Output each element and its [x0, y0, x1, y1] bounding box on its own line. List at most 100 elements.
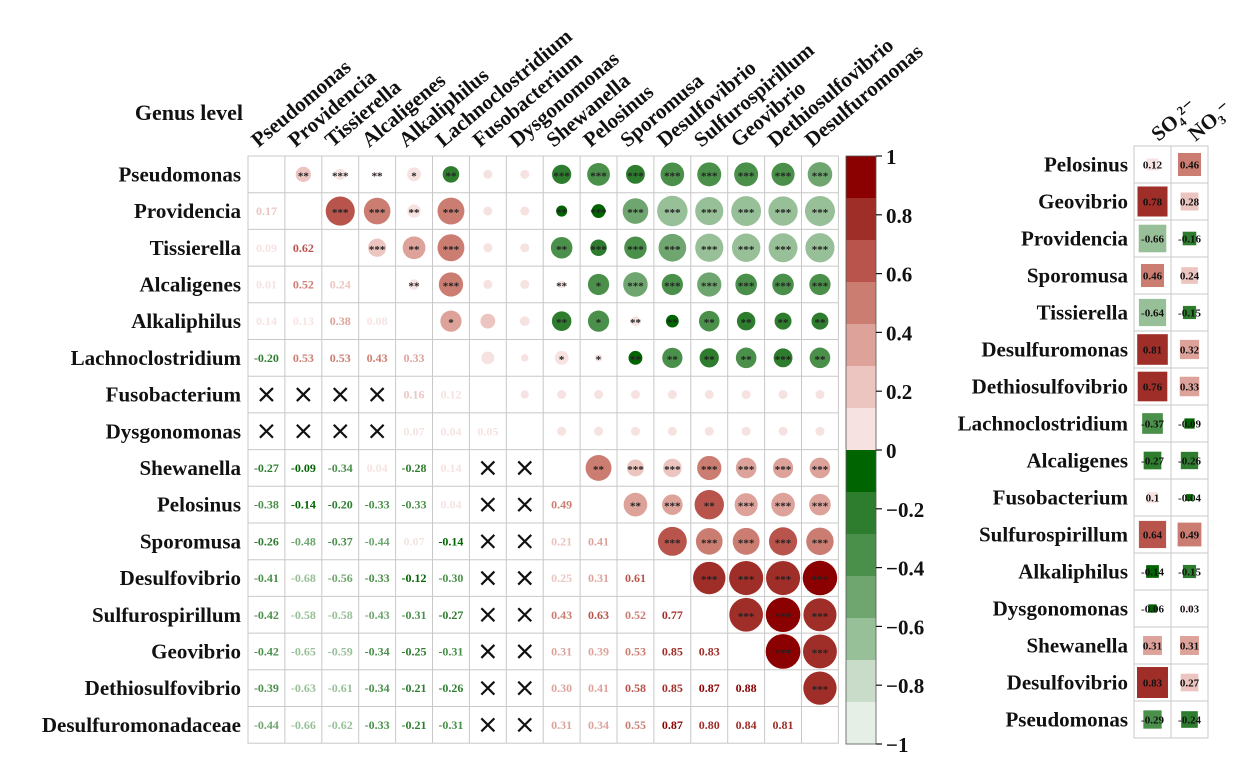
- correlation-value-label: -0.33: [402, 498, 427, 512]
- correlation-circle: [440, 310, 462, 332]
- significance-stars: ***: [664, 244, 681, 256]
- significance-stars: ***: [812, 464, 829, 476]
- significance-stars: **: [556, 244, 568, 256]
- ion-correlation-value: -0.15: [1178, 308, 1201, 320]
- significance-stars: ***: [701, 574, 718, 586]
- row-label: Fusobacterium: [106, 383, 242, 407]
- significance-stars: ***: [664, 464, 681, 476]
- significance-stars: ***: [775, 207, 792, 219]
- nonsignificant-cross-mark: [517, 534, 533, 549]
- colorbar-tick-label: 0.8: [886, 204, 912, 228]
- correlation-circle: [657, 195, 688, 227]
- colorbar-segment: [846, 240, 876, 283]
- correlation-circle: [778, 426, 788, 436]
- ion-correlation-value: -0.27: [1141, 456, 1164, 468]
- correlation-value-label: 0.01: [256, 277, 277, 291]
- correlation-circle: [552, 164, 572, 184]
- correlation-circle: [407, 167, 421, 182]
- correlation-circle: [772, 457, 794, 479]
- ion-row-label: Pseudomonas: [1005, 708, 1128, 732]
- ion-correlation-square: [1138, 224, 1167, 253]
- correlation-circle: [408, 279, 420, 290]
- ion-correlation-value: 0.46: [1143, 271, 1163, 283]
- correlation-circle: [768, 527, 798, 556]
- correlation-value-label: 0.31: [551, 718, 572, 732]
- correlation-circle: [594, 426, 604, 436]
- correlation-value-label: -0.37: [328, 534, 353, 548]
- correlation-circle: [368, 238, 387, 257]
- correlation-value-label: 0.41: [588, 534, 609, 548]
- correlation-value-label: 0.31: [551, 644, 572, 658]
- significance-stars: **: [409, 280, 421, 292]
- correlation-value-label: -0.63: [291, 681, 316, 695]
- correlation-circle: [735, 273, 757, 296]
- ion-correlation-value: 0.78: [1143, 197, 1163, 209]
- row-label: Pseudomonas: [118, 162, 241, 186]
- significance-stars: ***: [738, 574, 755, 586]
- correlation-circle: [520, 206, 530, 216]
- correlation-circle: [693, 561, 726, 595]
- correlation-circle: [630, 316, 641, 327]
- ion-correlation-value: 0.64: [1143, 530, 1163, 542]
- nonsignificant-cross-mark: [480, 570, 496, 586]
- nonsignificant-cross-mark: [480, 497, 496, 512]
- correlation-circle: [809, 347, 831, 369]
- ion-correlation-square: [1137, 667, 1168, 698]
- correlation-circle: [731, 196, 762, 226]
- ion-correlation-value: -0.09: [1178, 419, 1201, 431]
- correlation-value-label: -0.34: [365, 644, 390, 658]
- ion-correlation-value: -0.66: [1141, 234, 1164, 246]
- correlation-circle: [660, 162, 685, 187]
- nonsignificant-cross-mark: [296, 387, 311, 402]
- correlation-value-label: 0.33: [404, 351, 425, 365]
- correlation-value-label: 0.62: [293, 241, 314, 255]
- ion-correlation-value: 0.33: [1180, 382, 1200, 394]
- correlation-circle: [442, 166, 460, 183]
- significance-stars: ***: [738, 611, 755, 623]
- correlation-value-label: 0.81: [773, 718, 794, 732]
- ion-correlation-square: [1182, 305, 1197, 320]
- nonsignificant-cross-mark: [480, 534, 496, 549]
- ion-correlation-square: [1148, 604, 1157, 613]
- correlation-circle: [325, 196, 355, 226]
- ion-correlation-square: [1184, 418, 1195, 429]
- correlation-circle: [806, 527, 834, 556]
- significance-stars: ***: [738, 537, 755, 549]
- ion-row-label: Alcaligenes: [1027, 449, 1128, 473]
- correlation-value-label: 0.07: [404, 424, 425, 438]
- ion-correlation-value: -0.64: [1141, 308, 1164, 320]
- significance-stars: **: [667, 317, 679, 329]
- correlation-value-label: -0.68: [291, 571, 316, 585]
- significance-stars: **: [814, 354, 826, 366]
- significance-stars: **: [556, 280, 568, 292]
- correlation-circle: [295, 166, 311, 182]
- row-label: Dethiosulfovibrio: [85, 676, 241, 700]
- row-label: Pelosinus: [157, 493, 241, 517]
- correlation-value-label: -0.20: [328, 498, 353, 512]
- correlation-value-label: -0.41: [254, 571, 279, 585]
- ion-row-label: Tissierella: [1037, 301, 1129, 325]
- correlation-value-label: -0.33: [365, 571, 390, 585]
- significance-stars: ***: [664, 280, 681, 292]
- significance-stars: *: [448, 317, 454, 329]
- correlation-value-label: -0.21: [402, 681, 427, 695]
- significance-stars: ***: [332, 207, 349, 219]
- ion-correlation-value: -0.06: [1141, 604, 1164, 616]
- ion-correlation-square: [1181, 711, 1198, 728]
- correlation-circle: [667, 426, 677, 436]
- correlation-circle: [594, 354, 603, 362]
- correlation-circle: [662, 347, 683, 368]
- correlation-circle: [771, 492, 795, 517]
- significance-stars: **: [409, 244, 421, 256]
- correlation-value-label: -0.39: [254, 681, 279, 695]
- correlation-circle: [520, 169, 530, 179]
- significance-stars: ***: [443, 244, 460, 256]
- ion-correlation-value: 0.12: [1143, 160, 1163, 172]
- correlation-value-label: -0.14: [291, 498, 316, 512]
- significance-stars: ***: [701, 280, 718, 292]
- correlation-value-label: 0.52: [293, 277, 314, 291]
- correlation-circle: [374, 171, 380, 177]
- ion-correlation-square: [1186, 605, 1193, 612]
- correlation-value-label: 0.04: [440, 424, 461, 438]
- ion-row-label: Lachnoclostridium: [958, 412, 1129, 436]
